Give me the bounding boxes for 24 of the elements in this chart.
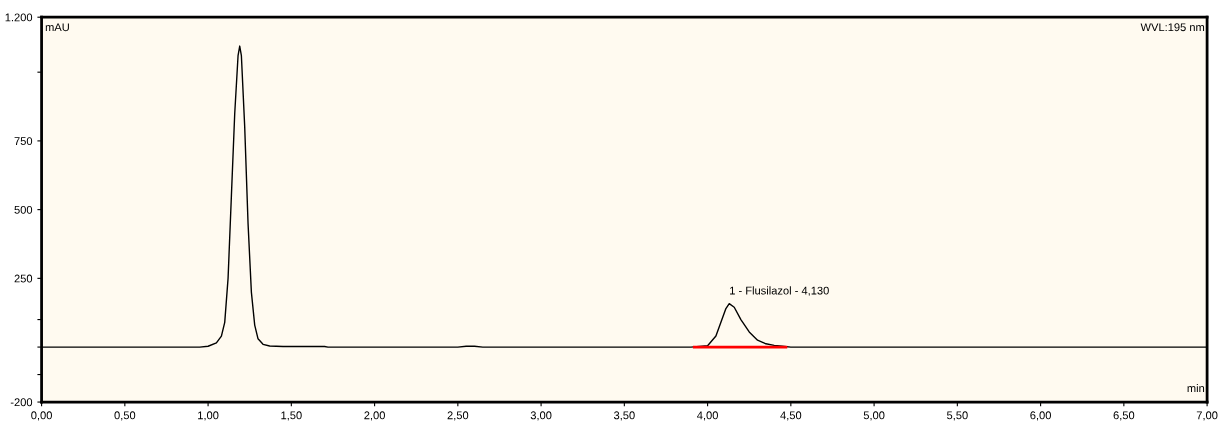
x-tick-label: 2,50: [447, 411, 469, 421]
x-tick-label: 6,50: [1113, 411, 1135, 421]
x-tick-label: 3,00: [530, 411, 552, 421]
annotation: WVL:195 nm: [1140, 23, 1205, 32]
x-tick-label: 0,50: [114, 411, 136, 421]
x-tick-label: 0,00: [31, 411, 52, 421]
x-tick-label: 7,00: [1196, 411, 1218, 421]
y-tick-label: 500: [14, 205, 33, 214]
x-tick-label: 4,00: [697, 411, 718, 421]
x-tick-label: 5,50: [946, 411, 968, 421]
x-tick-label: 4,50: [780, 411, 802, 421]
x-tick-label: 1,00: [198, 411, 219, 421]
y-tick-label: -200: [10, 398, 33, 407]
y-tick-label: 1.200: [5, 13, 33, 22]
x-tick-label: 5,00: [863, 411, 885, 421]
x-tick-label: 6,00: [1030, 411, 1051, 421]
x-tick-label: 2,00: [364, 411, 385, 421]
y-tick-label: 750: [14, 137, 33, 146]
y-axis-title: mAU: [45, 23, 69, 32]
x-axis-title: min: [1187, 384, 1205, 393]
annotation: 1 - Flusilazol - 4,130: [730, 286, 829, 296]
x-tick-label: 3,50: [613, 411, 635, 421]
y-tick-label: 250: [14, 274, 33, 283]
x-tick-label: 1,50: [281, 411, 302, 421]
